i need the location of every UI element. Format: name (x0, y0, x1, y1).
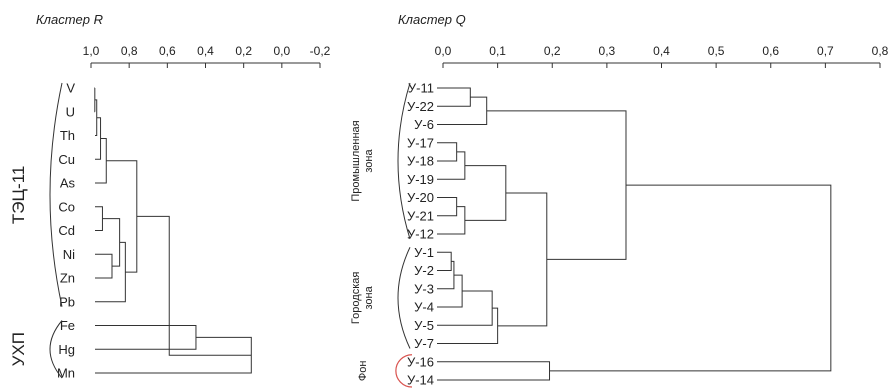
q-tick-label: 0,0 (435, 44, 452, 58)
r-tick-label: 0,0 (273, 44, 290, 58)
r-dendro-branch (95, 253, 113, 279)
q-group-label: Городскаязона (350, 272, 375, 324)
q-tick-label: 0,8 (872, 44, 889, 58)
r-dendro-branch (136, 215, 252, 356)
r-group-label: УХП (9, 332, 28, 366)
q-dendro-branch (486, 110, 627, 260)
q-leaf-label: У-1 (414, 245, 434, 260)
q-group-label: Промышленнаязона (350, 120, 375, 201)
q-tick-label: 0,5 (708, 44, 725, 58)
q-dendro-branch (549, 184, 832, 372)
q-tick-label: 0,4 (653, 44, 670, 58)
q-leaf-label: У-20 (407, 190, 434, 205)
q-group-label-line: зона (363, 149, 375, 173)
q-leaf-label: У-12 (407, 227, 434, 242)
q-group-label-line: зона (363, 285, 375, 309)
r-leaf-label: Pb (59, 294, 75, 309)
q-tick-label: 0,3 (599, 44, 616, 58)
q-group-label-line: Городская (350, 272, 362, 324)
q-leaf-label: У-7 (414, 336, 434, 351)
q-leaf-label: У-2 (414, 263, 434, 278)
r-group-bracket (49, 320, 63, 379)
r-tick-label: 0,4 (197, 44, 214, 58)
q-leaf-label: У-11 (408, 81, 434, 96)
q-leaf-label: У-14 (407, 373, 434, 388)
q-dendro-branch (437, 142, 458, 162)
cluster-q-dendrogram: 0,0 0,1 0,2 0,3 0,4 0,5 0,6 0,7 0,8 У-11 У-22 У-6 У-… (350, 44, 889, 388)
q-dendro-branch (464, 165, 507, 221)
q-group-label-line: Фон (357, 361, 369, 382)
q-leaf-label: У-18 (407, 154, 434, 169)
q-tick-label: 0,7 (817, 44, 834, 58)
q-dendro-branch (437, 96, 488, 125)
r-tick-label: 1,0 (83, 44, 100, 58)
r-dendro-branch (95, 325, 197, 350)
q-group-bracket (397, 247, 411, 349)
q-tick-label: 0,2 (544, 44, 561, 58)
q-dendro-branch (437, 290, 493, 326)
q-leaf-label: У-22 (407, 99, 434, 114)
q-dendro-branch (437, 274, 463, 308)
r-leaf-label: Cd (58, 223, 75, 238)
q-dendro-branch (437, 87, 471, 107)
r-dendro-branch (95, 117, 102, 160)
q-leaf-label: У-21 (407, 208, 434, 223)
q-leaf-label: У-4 (414, 300, 434, 315)
q-group-highlight-arc (395, 354, 413, 388)
q-leaf-label: У-5 (414, 318, 434, 333)
q-dendro-branch (437, 197, 458, 217)
q-leaf-label: У-19 (407, 172, 434, 187)
q-dendro-branch (497, 192, 548, 327)
r-leaf-label: Co (58, 199, 75, 214)
r-tick-label: 0,6 (159, 44, 176, 58)
q-leaf-label: У-17 (407, 135, 434, 150)
r-dendro-branch (106, 160, 138, 273)
r-leaf-label: Ni (63, 247, 75, 262)
q-dendro-branch (437, 151, 466, 180)
r-leaf-label: Fe (60, 318, 75, 333)
cluster-r-title: Кластер R (36, 12, 103, 27)
r-leaf-label: Zn (60, 271, 75, 286)
r-leaf-label: V (66, 81, 75, 96)
r-dendro-branch (102, 218, 121, 267)
q-dendro-branch (437, 307, 499, 344)
cluster-r-dendrogram: 1,0 0,8 0,6 0,4 0,2 0,0 -0,2 VU Th Cu As Co Cd Ni Zn Pb… (9, 44, 331, 381)
q-group-bracket (397, 82, 411, 240)
q-group-label: Фон (357, 361, 369, 382)
r-tick-label: 0,8 (121, 44, 138, 58)
r-dendro-branch (95, 241, 126, 303)
q-leaf-label: У-6 (414, 117, 434, 132)
q-tick-label: 0,6 (762, 44, 779, 58)
q-group-label-line: Промышленная (350, 120, 362, 201)
cluster-q-title: Кластер Q (398, 12, 466, 27)
q-dendro-branch (437, 361, 551, 381)
r-leaf-label: Hg (58, 342, 75, 357)
r-tick-label: 0,2 (235, 44, 252, 58)
r-group-label: ТЭЦ-11 (9, 166, 28, 225)
r-tick-label: -0,2 (310, 44, 331, 58)
r-group-label-line: ТЭЦ-11 (9, 166, 28, 225)
r-leaf-label: Th (60, 128, 75, 143)
r-leaf-label: Cu (58, 152, 75, 167)
r-dendro-branch (95, 206, 103, 231)
q-tick-label: 0,1 (489, 44, 506, 58)
r-leaf-label: As (60, 176, 76, 191)
q-dendro-branch (437, 251, 452, 271)
q-leaf-label: У-3 (414, 281, 434, 296)
r-leaf-label: U (66, 104, 75, 119)
q-dendro-branch (437, 206, 466, 235)
r-leaf-label: Mn (57, 366, 75, 381)
q-leaf-label: У-16 (407, 354, 434, 369)
r-group-label-line: УХП (9, 332, 28, 366)
r-group-bracket (49, 82, 63, 307)
